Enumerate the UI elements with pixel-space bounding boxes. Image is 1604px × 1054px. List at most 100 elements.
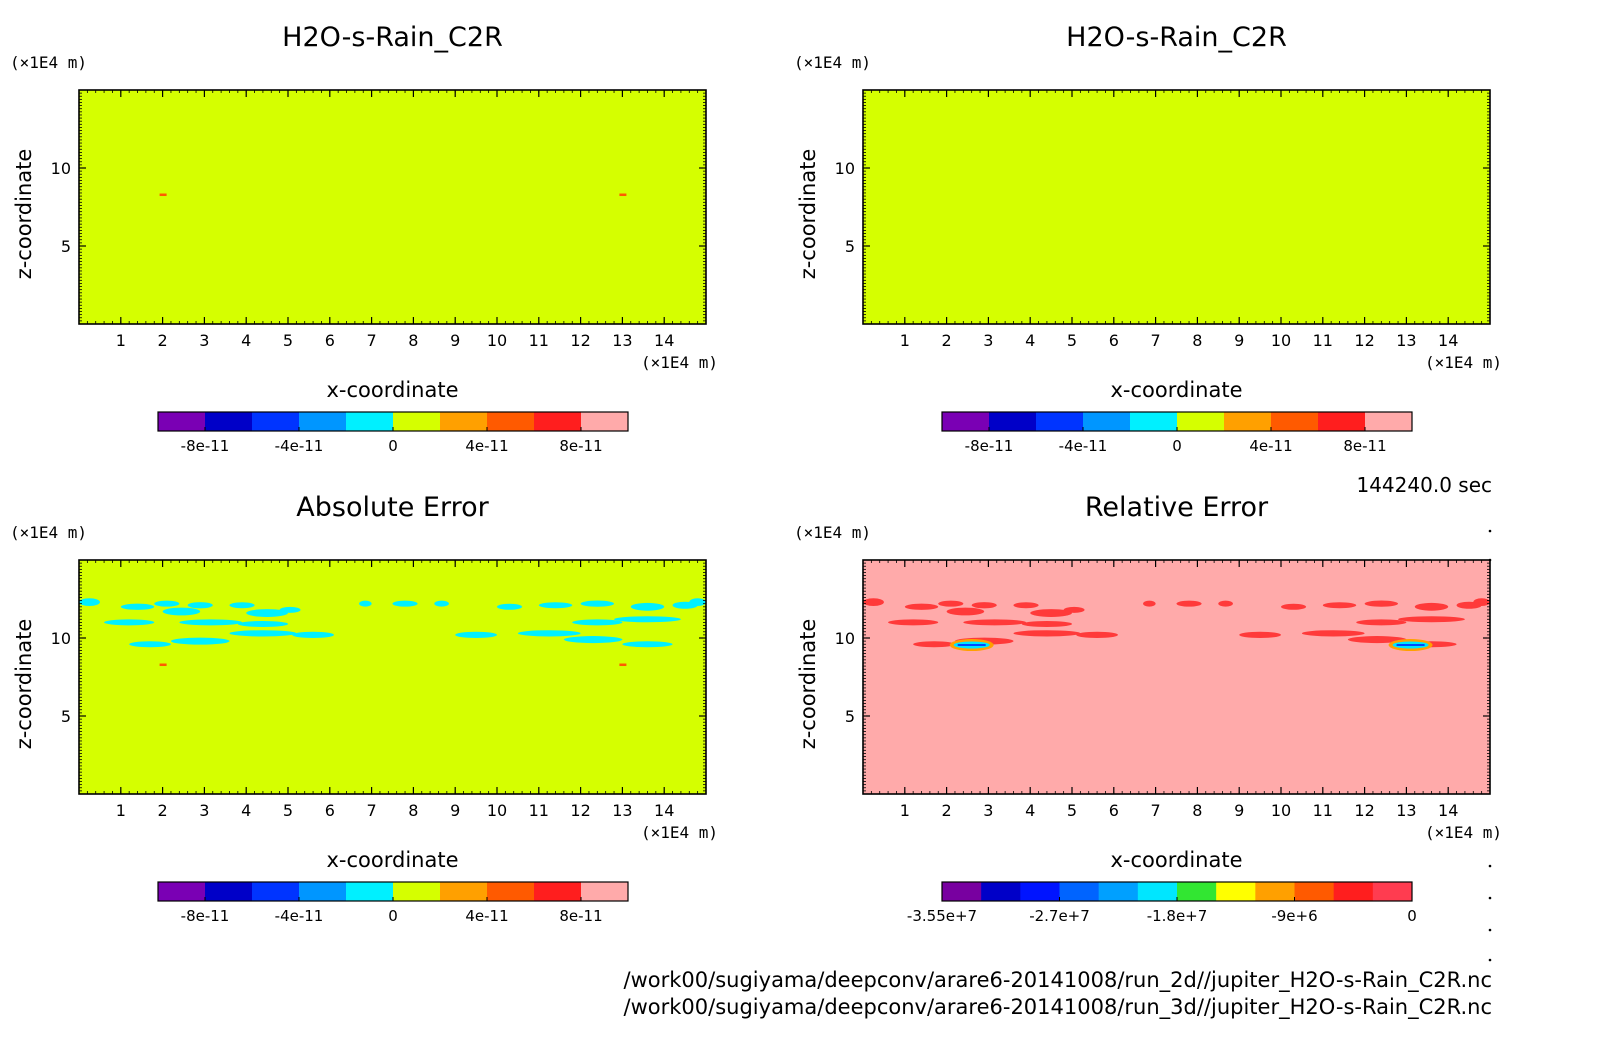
heatmap-patch — [1301, 630, 1365, 637]
x-tick-label: 10 — [1271, 801, 1291, 820]
heatmap-patch — [1030, 609, 1072, 617]
x-tick-label: 12 — [1354, 801, 1374, 820]
heatmap-patch — [689, 598, 706, 607]
x-tick-label: 12 — [570, 331, 590, 350]
plot-frame — [862, 559, 1491, 795]
colorbar-tick-label: 4e-11 — [465, 437, 508, 455]
heatmap-spot — [159, 663, 167, 667]
x-tick-label: 12 — [1354, 331, 1374, 350]
colorbar-swatch — [346, 882, 394, 901]
x-tick-label: 9 — [450, 801, 460, 820]
x-tick-label: 9 — [1234, 331, 1244, 350]
colorbar-swatch — [581, 412, 629, 431]
x-axis-label: x-coordinate — [326, 848, 458, 872]
x-tick-label: 8 — [1192, 801, 1202, 820]
x-tick-label: 6 — [1109, 331, 1119, 350]
x-tick-label: 6 — [325, 331, 335, 350]
x-tick-label: 2 — [942, 331, 952, 350]
heatmap-patch — [246, 609, 288, 617]
x-tick-label: 7 — [367, 331, 377, 350]
x-tick-label: 13 — [1396, 801, 1416, 820]
chart-panel-3: Absolute Error(×1E4 m)1 2 3 4 5 6 7 8 9 10 11 12 13 1… — [10, 492, 718, 925]
heatmap-field — [79, 560, 706, 794]
heatmap-patch — [971, 602, 997, 609]
colorbar-tick-label: -2.7e+7 — [1029, 907, 1090, 925]
x-tick-label: 12 — [570, 801, 590, 820]
y-unit-label: (×1E4 m) — [10, 53, 87, 72]
x-axis-label: x-coordinate — [1110, 378, 1242, 402]
heatmap-patch — [572, 619, 623, 626]
chart-title: Relative Error — [1085, 492, 1269, 523]
x-tick-label: 11 — [1313, 331, 1333, 350]
heatmap-patch — [1414, 602, 1449, 611]
colorbar-tick-label: 8e-11 — [1343, 437, 1386, 455]
heatmap-patch — [622, 641, 673, 648]
colorbar-swatch — [346, 412, 394, 431]
colorbar-swatch — [1294, 882, 1335, 901]
y-unit-label: (×1E4 m) — [10, 523, 87, 542]
x-tick-label: 6 — [1109, 801, 1119, 820]
x-tick-label: 13 — [612, 331, 632, 350]
x-tick-label: 13 — [612, 801, 632, 820]
colorbar-swatch — [252, 882, 300, 901]
x-tick-label: 4 — [241, 801, 251, 820]
heatmap-patch — [1076, 631, 1118, 638]
heatmap-patch — [1143, 600, 1156, 607]
heatmap-patch — [434, 600, 449, 607]
colorbar-swatch — [158, 882, 206, 901]
file-path-2d: /work00/sugiyama/deepconv/arare6-2014100… — [624, 968, 1492, 993]
heatmap-patch — [888, 619, 939, 626]
y-axis-label: z-coordinate — [12, 149, 36, 280]
colorbar-swatch — [205, 882, 253, 901]
y-tick-label: 10 — [835, 629, 855, 648]
colorbar-swatch — [158, 412, 206, 431]
y-tick-label: 5 — [845, 707, 855, 726]
heatmap-patch — [455, 631, 497, 638]
x-unit-label: (×1E4 m) — [641, 353, 718, 372]
heatmap-spot — [619, 663, 627, 667]
heatmap-patch — [1473, 598, 1490, 607]
y-unit-label: (×1E4 m) — [794, 53, 871, 72]
time-label: 144240.0 sec — [1356, 473, 1492, 497]
x-tick-label: 4 — [1025, 801, 1035, 820]
chart-title: Absolute Error — [296, 492, 489, 523]
heatmap-patch — [1322, 602, 1357, 609]
y-axis-label: z-coordinate — [12, 619, 36, 750]
x-tick-label: 7 — [1151, 801, 1161, 820]
heatmap-spot — [159, 193, 167, 197]
x-tick-label: 10 — [487, 331, 507, 350]
heatmap-patch — [359, 600, 372, 607]
colorbar-tick-label: -8e-11 — [181, 437, 230, 455]
x-tick-label: 1 — [900, 331, 910, 350]
x-tick-label: 11 — [1313, 801, 1333, 820]
colorbar-swatch — [581, 882, 629, 901]
plot-frame — [78, 89, 707, 325]
x-tick-label: 7 — [1151, 331, 1161, 350]
heatmap-patch — [104, 619, 155, 626]
colorbar-tick-label: -4e-11 — [275, 437, 324, 455]
colorbar-tick-label: -4e-11 — [1059, 437, 1108, 455]
heatmap-patch — [1356, 619, 1407, 626]
x-tick-label: 10 — [487, 801, 507, 820]
colorbar-swatch — [1216, 882, 1256, 901]
colorbar-swatch — [1036, 412, 1084, 431]
heatmap-patch — [1398, 616, 1465, 623]
colorbar-tick-label: -8e-11 — [965, 437, 1014, 455]
x-tick-label: 1 — [900, 801, 910, 820]
x-tick-label: 3 — [199, 801, 209, 820]
x-tick-label: 3 — [983, 801, 993, 820]
heatmap-patch — [1063, 606, 1085, 613]
colorbar-swatch — [1130, 412, 1178, 431]
x-tick-label: 10 — [1271, 331, 1291, 350]
x-tick-label: 14 — [1438, 801, 1458, 820]
y-tick-label: 5 — [845, 237, 855, 256]
heatmap-patch — [1176, 600, 1202, 607]
heatmap-patch — [392, 600, 418, 607]
colorbar-tick-label: -9e+6 — [1271, 907, 1317, 925]
heatmap-patch — [1021, 620, 1072, 627]
colorbar-swatch — [1255, 882, 1295, 901]
x-unit-label: (×1E4 m) — [1425, 823, 1502, 842]
heatmap-patch — [614, 616, 681, 623]
colorbar-swatch — [1271, 412, 1319, 431]
